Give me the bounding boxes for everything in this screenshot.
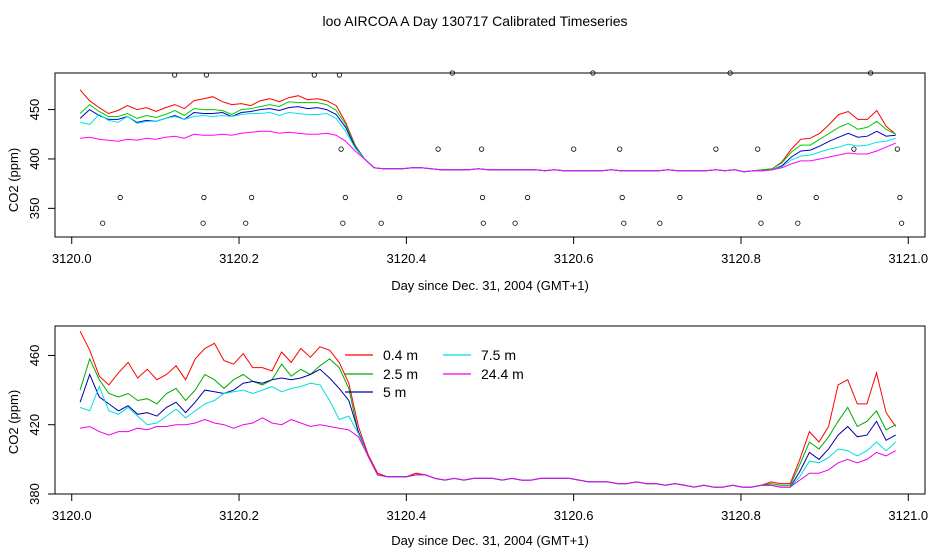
- legend-label: 0.4 m: [383, 347, 418, 363]
- lower-series-line-4: [80, 417, 896, 488]
- lower-series-line-2: [79, 368, 896, 488]
- flag-point: [524, 194, 531, 201]
- figure-title: loo AIRCOA A Day 130717 Calibrated Times…: [322, 13, 627, 29]
- legend-label: 24.4 m: [481, 366, 524, 382]
- flag-point: [677, 194, 683, 201]
- flag-point: [478, 146, 485, 152]
- flag-point: [201, 194, 207, 201]
- legend-label: 7.5 m: [481, 347, 516, 363]
- lower-panel: 3120.0 3120.2 3120.4 3120.6 3120.8 3121.0 380…: [6, 325, 928, 548]
- lower-x-tick-label: 3120.8: [721, 508, 761, 523]
- upper-series-line-0: [79, 89, 897, 173]
- flag-point: [340, 220, 346, 226]
- upper-x-axis: 3120.0 3120.2 3120.4 3120.6 3120.8 3121.0: [52, 236, 928, 266]
- flag-point: [117, 194, 123, 201]
- upper-series-lines: [79, 89, 897, 173]
- flag-point: [512, 220, 518, 226]
- lower-y-axis-label: CO2 (ppm): [6, 390, 21, 454]
- upper-panel: 3120.0 3120.2 3120.4 3120.6 3120.8 3121.0 350…: [6, 70, 928, 293]
- upper-series-line-3: [79, 111, 896, 173]
- upper-x-axis-label: Day since Dec. 31, 2004 (GMT+1): [391, 278, 589, 293]
- lower-x-tick-label: 3120.2: [219, 508, 259, 523]
- flag-point: [200, 220, 206, 226]
- flag-point: [571, 146, 577, 152]
- upper-series-line-1: [79, 101, 896, 173]
- flag-point: [480, 220, 486, 226]
- flag-point: [813, 194, 819, 201]
- lower-y-axis: 380 420 460: [27, 345, 56, 505]
- flag-point: [758, 220, 764, 226]
- upper-x-tick-label: 3120.4: [386, 251, 426, 266]
- flag-point: [249, 194, 255, 201]
- flag-point: [657, 220, 663, 226]
- upper-x-tick-label: 3120.6: [554, 251, 594, 266]
- lower-x-tick-label: 3120.4: [386, 508, 426, 523]
- flag-point: [435, 146, 441, 152]
- lower-series-lines: [79, 330, 897, 488]
- flag-point: [898, 220, 905, 226]
- upper-series-line-2: [79, 106, 896, 173]
- lower-y-tick-label: 420: [27, 414, 42, 436]
- upper-y-tick-label: 450: [27, 99, 42, 121]
- flag-point: [617, 146, 623, 152]
- flag-point: [479, 194, 486, 201]
- flag-point: [342, 194, 348, 201]
- lower-y-tick-label: 380: [27, 483, 42, 505]
- lower-x-tick-label: 3121.0: [888, 508, 928, 523]
- lower-y-tick-label: 460: [27, 345, 42, 367]
- upper-y-tick-label: 400: [27, 148, 42, 170]
- upper-x-tick-label: 3120.0: [52, 251, 92, 266]
- flag-point: [897, 194, 903, 201]
- flag-point: [713, 146, 719, 152]
- legend-label: 2.5 m: [383, 366, 418, 382]
- flag-point: [756, 194, 763, 201]
- upper-x-tick-label: 3120.2: [219, 251, 259, 266]
- upper-x-tick-label: 3121.0: [888, 251, 928, 266]
- upper-y-axis: 350 400 450: [27, 99, 56, 219]
- upper-y-tick-label: 350: [27, 197, 42, 219]
- flag-point: [378, 220, 384, 226]
- flag-point: [755, 146, 761, 152]
- upper-y-axis-label: CO2 (ppm): [6, 148, 21, 212]
- flag-point: [619, 194, 625, 201]
- flag-point: [100, 220, 106, 226]
- flag-point: [397, 194, 403, 201]
- lower-x-tick-label: 3120.6: [554, 508, 594, 523]
- lower-x-axis-label: Day since Dec. 31, 2004 (GMT+1): [391, 533, 589, 548]
- flag-point: [338, 146, 344, 152]
- flag-point: [894, 146, 901, 152]
- upper-series-line-4: [80, 130, 896, 173]
- upper-flag-points: [100, 70, 905, 226]
- flag-point: [795, 220, 801, 226]
- legend: 0.4 m 2.5 m 5 m 7.5 m 24.4 m: [345, 347, 524, 400]
- flag-point: [851, 146, 857, 152]
- flag-point: [243, 220, 249, 226]
- lower-x-tick-label: 3120.0: [52, 508, 92, 523]
- lower-series-line-3: [79, 382, 897, 488]
- lower-x-axis: 3120.0 3120.2 3120.4 3120.6 3120.8 3121.0: [52, 493, 928, 523]
- flag-point: [621, 220, 627, 226]
- upper-x-tick-label: 3120.8: [721, 251, 761, 266]
- legend-label: 5 m: [383, 384, 406, 400]
